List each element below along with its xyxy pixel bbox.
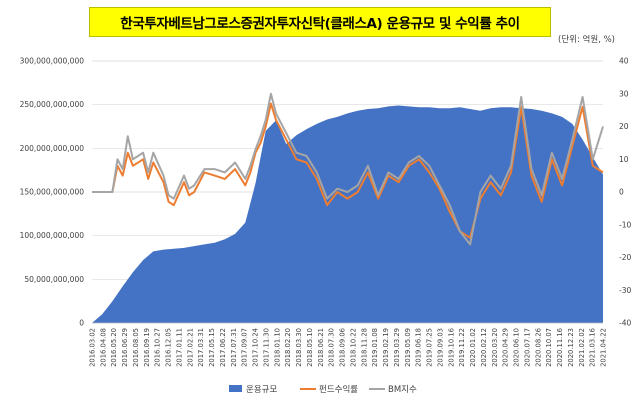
- x-axis-tick-label: 2020.11.16: [556, 328, 564, 367]
- left-axis-tick-label: 250,000,000,000: [20, 100, 85, 109]
- x-axis-tick-label: 2017.03.31: [197, 328, 205, 367]
- x-axis-tick-label: 2016.05.20: [110, 328, 118, 367]
- x-axis-tick-label: 2017.07.31: [230, 328, 238, 367]
- x-axis-tick-label: 2017.09.07: [241, 328, 249, 367]
- x-axis-tick-label: 2021.03.16: [589, 328, 597, 367]
- x-axis-tick-label: 2016.04.08: [99, 328, 107, 367]
- x-axis-tick-label: 2018.03.30: [295, 328, 303, 367]
- right-axis-tick-label: -30: [619, 286, 631, 295]
- x-axis-tick-label: 2016.08.05: [132, 328, 140, 367]
- x-axis-tick-label: 2020.07.17: [523, 328, 531, 367]
- x-axis-tick-label: 2020.08.26: [534, 328, 542, 367]
- x-axis-tick-label: 2017.01.11: [175, 328, 183, 367]
- x-axis-tick-label: 2019.03.29: [393, 328, 401, 367]
- x-axis-tick-label: 2018.11.28: [360, 328, 368, 367]
- x-axis-tick-label: 2021.02.02: [578, 328, 586, 367]
- x-axis-tick-label: 2019.05.09: [404, 328, 412, 367]
- right-axis-tick-label: 40: [619, 57, 629, 66]
- right-axis-tick-label: 30: [619, 89, 629, 98]
- x-axis-tick-label: 2018.06.21: [317, 328, 325, 367]
- legend-label: BM지수: [388, 385, 417, 395]
- x-axis-tick-label: 2019.02.19: [382, 328, 390, 367]
- x-axis-tick-label: 2016.12.05: [165, 328, 173, 367]
- x-axis-tick-label: 2017.05.15: [208, 328, 216, 367]
- right-axis-tick-label: 20: [619, 122, 629, 131]
- x-axis-tick-label: 2017.11.30: [262, 328, 270, 367]
- x-axis-tick-label: 2018.02.20: [284, 328, 292, 367]
- x-axis-tick-label: 2017.02.21: [186, 328, 194, 367]
- legend-swatch: [229, 385, 242, 392]
- x-axis-tick-label: 2020.03.20: [491, 328, 499, 367]
- unit-note: (단위: 억원, %): [558, 35, 615, 45]
- x-axis-tick-label: 2016.03.02: [89, 328, 97, 367]
- x-axis-tick-label: 2018.10.22: [349, 328, 357, 367]
- x-axis-tick-label: 2019.09.03: [436, 328, 444, 367]
- legend-label: 운용규모: [246, 385, 277, 395]
- x-axis-tick-label: 2020.06.10: [513, 328, 521, 367]
- series-area-aum: [92, 105, 603, 323]
- x-axis-tick-label: 2019.01.08: [371, 328, 379, 367]
- right-axis-tick-label: -40: [619, 319, 631, 328]
- right-axis-tick-label: 0: [619, 188, 624, 197]
- x-axis-tick-label: 2017.06.22: [219, 328, 227, 367]
- x-axis-tick-label: 2018.05.10: [306, 328, 314, 367]
- x-axis-tick-label: 2020.02.12: [480, 328, 488, 367]
- x-axis-tick-label: 2021.04.22: [600, 328, 608, 367]
- x-axis-tick-label: 2020.12.23: [567, 328, 575, 367]
- left-axis-tick-label: 150,000,000,000: [20, 188, 85, 197]
- x-axis-tick-label: 2019.10.16: [447, 328, 455, 367]
- series-line-bm-index: [92, 92, 604, 246]
- x-axis-tick-label: 2019.06.18: [415, 328, 423, 367]
- left-axis-tick-label: 200,000,000,000: [20, 144, 85, 153]
- x-axis-tick-label: 2016.10.27: [154, 328, 162, 367]
- x-axis-tick-label: 2018.01.10: [273, 328, 281, 367]
- x-axis-tick-label: 2018.09.06: [339, 328, 347, 367]
- chart-title: 한국투자베트남그로스증권자투자신탁(클래스A) 운용규모 및 수익률 추이: [89, 7, 551, 37]
- left-axis-tick-label: 300,000,000,000: [20, 57, 85, 66]
- legend-label: 펀드수익률: [319, 384, 358, 395]
- x-axis-tick-label: 2016.09.19: [143, 328, 151, 367]
- x-axis-tick-label: 2018.07.30: [328, 328, 336, 367]
- x-axis-tick-label: 2020.04.29: [502, 328, 510, 367]
- x-axis-tick-label: 2019.11.22: [458, 328, 466, 367]
- x-axis-tick-label: 2016.06.29: [121, 328, 129, 367]
- x-axis-tick-label: 2019.07.25: [426, 328, 434, 367]
- x-axis-tick-label: 2020.10.07: [545, 328, 553, 367]
- series-line-fund-return: [92, 102, 604, 239]
- left-axis-tick-label: 100,000,000,000: [20, 231, 85, 240]
- right-axis-tick-label: -10: [619, 220, 631, 229]
- x-axis-tick-label: 2020.01.02: [469, 328, 477, 367]
- left-axis-tick-label: 50,000,000,000: [24, 275, 84, 284]
- left-axis-tick-label: 0: [79, 319, 84, 328]
- right-axis-tick-label: 10: [619, 155, 629, 164]
- x-axis-tick-label: 2017.10.24: [252, 328, 260, 367]
- right-axis-tick-label: -20: [619, 253, 631, 262]
